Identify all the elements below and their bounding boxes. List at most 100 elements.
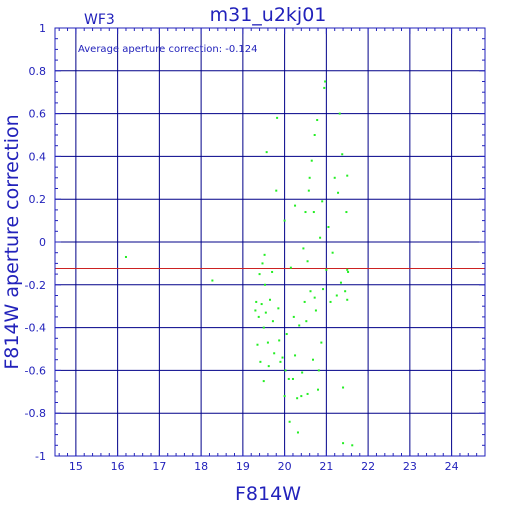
data-point	[317, 369, 320, 372]
x-tick-label: 24	[445, 460, 459, 473]
data-point	[259, 360, 262, 363]
data-point	[325, 268, 328, 271]
data-point	[305, 320, 308, 323]
data-point	[317, 388, 320, 391]
y-tick-label: -1	[35, 450, 46, 463]
data-point	[288, 420, 291, 423]
data-point	[324, 80, 327, 83]
grid	[55, 27, 486, 457]
data-point	[310, 159, 313, 162]
data-point	[342, 386, 345, 389]
data-point	[347, 270, 350, 273]
data-point	[289, 266, 292, 269]
data-point	[304, 211, 307, 214]
data-point	[327, 226, 330, 229]
data-point	[337, 191, 340, 194]
chart-title: m31_u2kj01	[210, 4, 327, 26]
data-point	[275, 189, 278, 192]
data-point	[316, 119, 319, 122]
x-tick-label: 19	[236, 460, 250, 473]
data-point	[319, 236, 322, 239]
data-point	[256, 343, 259, 346]
x-tick-label: 17	[152, 460, 166, 473]
x-tick-label: 16	[111, 460, 125, 473]
data-point	[273, 352, 276, 355]
y-tick-label: 0.2	[29, 193, 47, 206]
data-point	[278, 339, 281, 342]
data-point	[312, 211, 315, 214]
y-tick-label: -0.6	[25, 364, 46, 377]
data-point	[300, 395, 303, 398]
data-point	[339, 281, 342, 284]
data-point	[283, 219, 286, 222]
data-point	[292, 315, 295, 318]
data-point	[298, 324, 301, 327]
x-tick-labels: 15 16 17 18 19 20 21 22 23 24	[69, 460, 459, 473]
data-point	[346, 268, 349, 271]
data-point	[308, 176, 311, 179]
data-point	[303, 300, 306, 303]
data-point	[296, 397, 299, 400]
data-point	[351, 444, 354, 447]
data-point	[344, 290, 347, 293]
data-point	[281, 356, 284, 359]
x-tick-label: 22	[361, 460, 375, 473]
data-point	[266, 341, 269, 344]
data-point	[267, 365, 270, 368]
data-point	[309, 290, 312, 293]
data-point	[279, 360, 282, 363]
data-point	[313, 296, 316, 299]
data-point	[312, 358, 314, 361]
data-point	[302, 247, 305, 250]
data-point	[294, 204, 297, 207]
average-annotation: Average aperture correction: -0.124	[78, 44, 258, 55]
data-point	[342, 442, 345, 445]
data-point	[335, 294, 338, 297]
data-point	[306, 260, 309, 263]
data-point	[257, 315, 260, 318]
data-point	[301, 371, 304, 374]
data-point	[307, 189, 310, 192]
data-point	[294, 354, 297, 357]
y-tick-label: -0.2	[25, 279, 46, 292]
data-point	[254, 309, 257, 312]
data-point	[260, 303, 263, 306]
plot-frame	[54, 27, 486, 457]
data-point	[291, 377, 294, 380]
data-point	[345, 211, 348, 214]
data-point	[261, 262, 264, 265]
x-tick-label: 20	[278, 460, 292, 473]
y-tick-label: 1	[39, 22, 46, 35]
y-tick-label: 0.6	[29, 108, 47, 121]
data-points	[124, 80, 354, 447]
x-tick-label: 23	[403, 460, 417, 473]
y-tick-label: -0.4	[25, 322, 46, 335]
data-point	[262, 380, 265, 383]
y-tick-label: -0.8	[25, 407, 46, 420]
data-point	[258, 273, 261, 276]
data-point	[269, 298, 271, 301]
y-tick-label: 0.8	[29, 65, 47, 78]
data-point	[331, 251, 334, 254]
data-point	[263, 283, 266, 286]
data-point	[271, 320, 274, 323]
data-point	[314, 309, 317, 312]
y-tick-label: 0.4	[29, 150, 47, 163]
data-point	[329, 300, 332, 303]
panel-label: WF3	[84, 12, 115, 28]
data-point	[320, 341, 323, 344]
data-point	[346, 174, 349, 177]
data-point	[124, 255, 127, 258]
data-point	[285, 333, 288, 336]
data-point	[265, 151, 268, 154]
data-point	[284, 369, 287, 372]
data-point	[271, 270, 274, 273]
data-point	[277, 307, 280, 310]
x-tick-label: 18	[194, 460, 208, 473]
data-point	[313, 134, 316, 136]
data-point	[287, 377, 290, 380]
data-point	[255, 300, 258, 303]
y-tick-label: 0	[39, 236, 46, 249]
data-point	[263, 253, 266, 256]
